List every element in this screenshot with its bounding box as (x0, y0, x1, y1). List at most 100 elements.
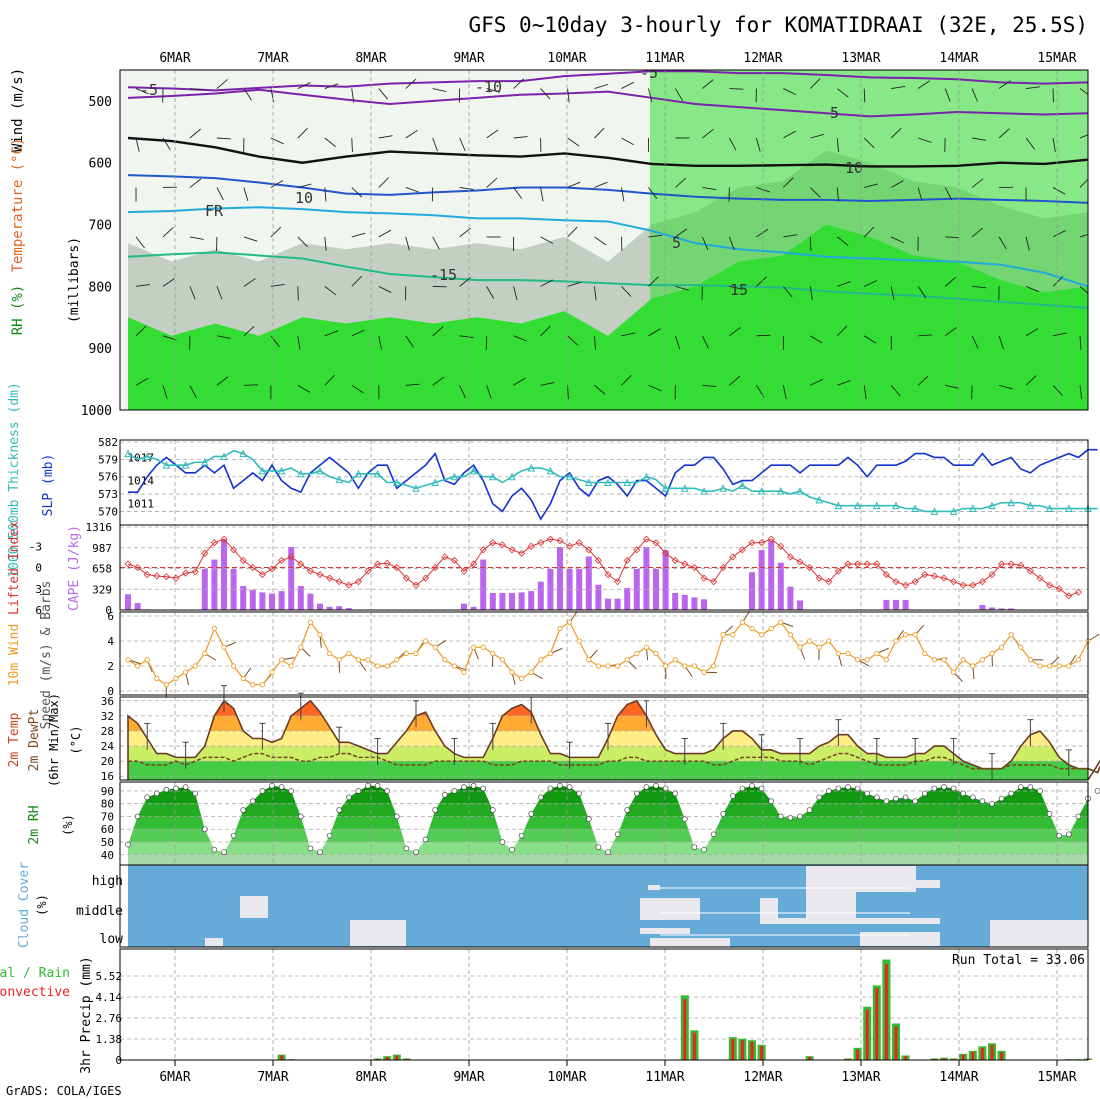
date-label-bottom: 8MAR (355, 1070, 386, 1085)
li-marker (767, 535, 775, 543)
li-tick: -3 (29, 540, 42, 553)
prec-tick: 1.38 (96, 1033, 123, 1046)
rh-marker (739, 785, 746, 792)
thickness-marker (604, 478, 612, 486)
wind-marker (883, 657, 890, 663)
date-label-bottom: 15MAR (1037, 1070, 1076, 1085)
upper-wind-barb (621, 332, 636, 337)
wind-speed-line (127, 621, 1089, 686)
cape-bar (979, 604, 986, 610)
li-marker (594, 556, 602, 564)
thickness-marker (738, 481, 747, 489)
upper-wind-barb (297, 183, 312, 188)
cape-li-panel: 0 329 658 987 1316 -3 0 3 6 Lifted Index CAPE (J/k… (7, 521, 1089, 617)
upper-wind-barb (944, 276, 957, 287)
rh-marker (864, 790, 871, 797)
thickness-marker (162, 461, 171, 469)
li-marker (921, 571, 929, 579)
rh-tick: 70 (101, 810, 114, 823)
wind-marker (1027, 657, 1034, 663)
rh-marker (278, 784, 285, 790)
wind-marker (403, 650, 409, 657)
thickness-marker (1007, 498, 1016, 507)
date-label-top: 7MAR (257, 51, 288, 66)
rh-marker (451, 788, 458, 794)
upper-wind-barb (863, 335, 877, 344)
upper-wind-barb (998, 236, 1007, 250)
upper-wind-barb (513, 286, 518, 301)
cloud-cell (648, 885, 660, 890)
upper-wind-barb (890, 127, 902, 139)
rh-ylabel: 2m RH (27, 805, 42, 844)
upper-wind-barb (432, 236, 440, 250)
upper-wind-barb (971, 335, 979, 349)
cape-bar (768, 540, 775, 610)
temp-band (128, 761, 1088, 780)
upper-wind-barb (567, 335, 579, 346)
upper-wind-barb (567, 88, 570, 103)
upper-wind-barb (135, 88, 150, 95)
cloud-frame (119, 864, 1089, 948)
upper-wind-barb (324, 330, 339, 337)
upper-wind-barb (135, 325, 147, 337)
wind-marker (768, 625, 774, 632)
wind-marker (662, 663, 669, 669)
cape-bar (288, 546, 295, 610)
li-marker (345, 581, 353, 589)
cape-bar (518, 592, 525, 610)
wind-marker (288, 663, 294, 669)
thickness-marker (680, 484, 689, 492)
cape-bar (221, 539, 227, 610)
wind-marker (922, 650, 928, 657)
upper-ylabel-rh: RH (%) (10, 285, 26, 336)
rh-marker (931, 785, 938, 792)
upper-wind-barb (243, 278, 256, 287)
li-marker (498, 541, 506, 549)
precip-convective-bar (980, 1047, 984, 1060)
cape-bar (643, 546, 650, 610)
upper-wind-barb (567, 385, 569, 400)
rh-marker (432, 807, 439, 813)
upper-wind-barb (567, 226, 578, 238)
precip-convective-bar (750, 1041, 754, 1060)
upper-wind-barb (810, 335, 823, 344)
wind-marker (557, 625, 563, 632)
upper-ylabel-wind: Wind (m/s) (10, 68, 26, 152)
thickness-marker (335, 475, 344, 484)
upper-wind-barb (836, 137, 839, 152)
wind-marker (864, 657, 870, 663)
upper-wind-barb (728, 236, 735, 251)
rh-marker (144, 794, 150, 801)
temp-tick: 32 (101, 710, 114, 723)
li-marker (882, 571, 890, 579)
thickness-marker (508, 472, 516, 481)
cloud-cell (205, 938, 223, 946)
wind-marker (211, 625, 217, 632)
prec-tick: 5.52 (96, 970, 123, 983)
rh-marker (499, 839, 506, 845)
thickness-marker (354, 469, 363, 478)
li-marker (326, 574, 334, 582)
precip-convective-bar (990, 1044, 994, 1060)
upper-wind-barb (324, 374, 335, 386)
rh-marker (221, 849, 227, 856)
cape-bar (269, 593, 275, 610)
wind-marker (1066, 663, 1072, 669)
rh-marker (614, 831, 621, 838)
li-marker (1036, 574, 1044, 582)
rh-marker (365, 783, 371, 789)
thickness-marker (1026, 501, 1035, 510)
thickness-marker (220, 452, 228, 460)
upper-wind-barb (459, 277, 471, 287)
upper-wind-barb (648, 328, 661, 337)
cape-bar (893, 599, 899, 610)
li-marker (796, 558, 804, 566)
thickness-tick: 576 (98, 471, 118, 484)
upper-wind-barb (863, 137, 875, 149)
precip-convective-bar (731, 1038, 735, 1060)
prec-tick: 4.14 (96, 991, 123, 1004)
wind-frame (119, 611, 1089, 696)
li-marker (786, 553, 794, 561)
li-marker (143, 571, 151, 579)
upper-wind-barb (594, 286, 597, 301)
